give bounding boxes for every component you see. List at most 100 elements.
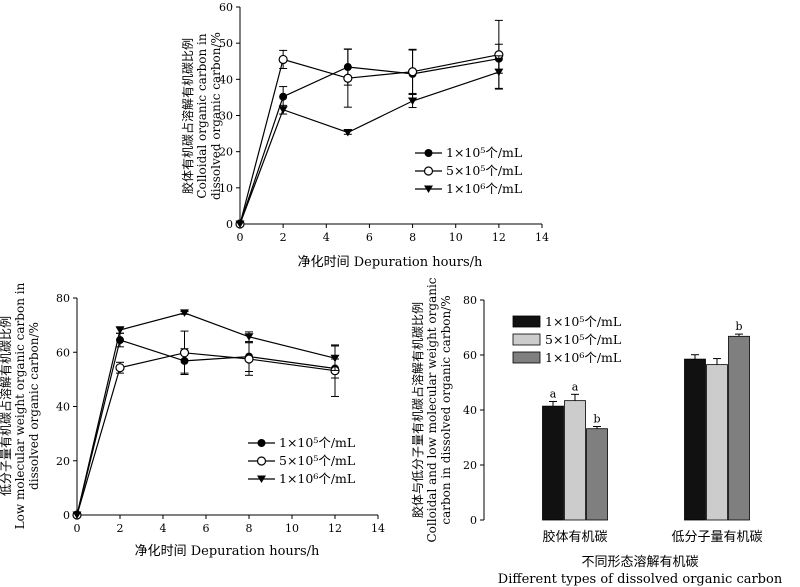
- filled-triangle-marker-icon: [257, 475, 266, 483]
- low-molecular-data-point: [180, 309, 189, 317]
- low-molecular-x-tick-label: 2: [117, 522, 124, 535]
- bar-y-tick-label: 40: [463, 404, 477, 417]
- colloidal-series-2: [235, 19, 504, 229]
- colloidal-x-tick-label: 4: [323, 231, 330, 244]
- colloidal-x-tick-label: 0: [237, 231, 244, 244]
- significance-letter: b: [593, 413, 600, 426]
- legend-item-1e6: 1×10⁶个/mL: [415, 181, 522, 196]
- colloidal-y-tick-label: 30: [219, 110, 233, 123]
- bar: [586, 428, 608, 521]
- bar-y-label-line-3: carbon in dissolved organic carbon/%: [439, 295, 453, 524]
- colloidal-series-line: [239, 58, 500, 225]
- colloidal-y-label-line-3: dissolved organic carbon/%: [209, 32, 223, 200]
- legend-label-1e6: 1×10⁶个/mL: [545, 350, 621, 365]
- bar: [542, 405, 564, 521]
- legend-label-5e5: 5×10⁵个/mL: [446, 163, 522, 178]
- legend-label-1e5: 1×10⁵个/mL: [446, 145, 522, 160]
- low-molecular-legend: 1×10⁵个/mL 5×10⁵个/mL 1×10⁶个/mL: [248, 435, 355, 486]
- bar: [728, 335, 750, 521]
- legend-item-5e5: 5×10⁵个/mL: [512, 332, 621, 347]
- low-molecular-data-point: [115, 363, 125, 373]
- bar-y-label-line-2: Colloidal and low molecular weight organ…: [425, 277, 439, 542]
- legend-label-5e5: 5×10⁵个/mL: [279, 453, 355, 468]
- colloidal-y-tick-label: 60: [219, 1, 233, 14]
- low-molecular-x-tick-label: 8: [246, 522, 253, 535]
- colloidal-data-point: [343, 73, 353, 83]
- category-label: 胶体有机碳: [542, 529, 607, 545]
- legend-item-1e5: 1×10⁵个/mL: [512, 314, 621, 329]
- low-molecular-y-tick-label: 60: [56, 346, 70, 359]
- colloidal-x-tick-label: 10: [449, 231, 463, 244]
- low-molecular-y-tick-label: 40: [56, 401, 70, 414]
- legend-label-1e6: 1×10⁶个/mL: [279, 471, 355, 486]
- filled-circle-marker-icon: [257, 439, 266, 447]
- colloidal-y-axis-label: 胶体有机碳占溶解有机碳比例 Colloidal organic carbon i…: [180, 32, 223, 200]
- bar-group-1: a a b 胶体有机碳: [542, 380, 608, 545]
- legend-item-1e5: 1×10⁵个/mL: [248, 435, 355, 450]
- legend-item-1e5: 1×10⁵个/mL: [415, 145, 522, 160]
- legend-swatch-dark-gray: [512, 351, 541, 364]
- bar-y-label-line-1: 胶体与低分子量有机碳占溶解有机碳比例: [410, 302, 425, 518]
- colloidal-series-3: [235, 55, 504, 228]
- bar: [564, 400, 586, 521]
- low-molecular-line-chart: 低分子量有机碳占溶解有机碳比例 Low molecular weight org…: [0, 282, 385, 559]
- colloidal-x-tick-label: 6: [366, 231, 373, 244]
- dissolved-organic-carbon-bar-chart: 胶体与低分子量有机碳占溶解有机碳比例 Colloidal and low mol…: [410, 277, 783, 587]
- significance-letter: a: [550, 387, 557, 400]
- low-molecular-x-tick-label: 4: [160, 522, 167, 535]
- low-molecular-data-point: [330, 354, 340, 363]
- legend-label-1e5: 1×10⁵个/mL: [279, 435, 355, 450]
- bar-group-2: b 低分子量有机碳: [671, 320, 762, 545]
- legend-label-1e5: 1×10⁵个/mL: [545, 314, 621, 329]
- low-molecular-y-tick-label: 80: [56, 292, 70, 305]
- legend-swatch-black: [512, 315, 541, 328]
- colloidal-y-tick-label: 0: [226, 218, 233, 231]
- bar-x-axis-label-zh: 不同形态溶解有机碳: [581, 555, 698, 570]
- colloidal-y-tick-label: 20: [219, 146, 233, 159]
- legend-item-1e6: 1×10⁶个/mL: [248, 471, 355, 486]
- colloidal-y-tick-label: 50: [219, 37, 233, 50]
- colloidal-legend: 1×10⁵个/mL 5×10⁵个/mL 1×10⁶个/mL: [415, 145, 522, 196]
- colloidal-x-tick-label: 14: [535, 231, 549, 244]
- significance-letter: b: [735, 320, 742, 333]
- colloidal-y-tick-label: 10: [219, 182, 233, 195]
- colloidal-data-point: [278, 106, 288, 114]
- bar: [706, 364, 728, 521]
- legend-item-1e6: 1×10⁶个/mL: [512, 350, 621, 365]
- bar-y-tick-label: 20: [463, 459, 477, 472]
- category-label: 低分子量有机碳: [671, 530, 762, 545]
- legend-item-5e5: 5×10⁵个/mL: [248, 453, 355, 468]
- low-molecular-y-tick-label: 0: [63, 509, 70, 522]
- colloidal-x-tick-label: 12: [492, 231, 506, 244]
- significance-letter: a: [572, 380, 579, 393]
- low-molecular-x-tick-label: 0: [74, 522, 81, 535]
- bar-y-tick-label: 80: [463, 294, 477, 307]
- low-molecular-series-line: [76, 352, 336, 516]
- low-molecular-x-axis-label: 净化时间 Depuration hours/h: [135, 544, 320, 559]
- colloidal-data-point: [408, 97, 418, 106]
- low-molecular-y-axis-label: 低分子量有机碳占溶解有机碳比例 Low molecular weight org…: [0, 282, 41, 529]
- open-circle-marker-icon: [423, 166, 434, 176]
- low-molecular-data-point: [72, 511, 82, 519]
- filled-circle-marker-icon: [424, 149, 433, 157]
- low-molecular-series-3: [72, 309, 340, 519]
- colloidal-x-tick-label: 2: [280, 231, 287, 244]
- low-molecular-x-tick-label: 10: [285, 522, 299, 535]
- legend-label-5e5: 5×10⁵个/mL: [545, 332, 621, 347]
- open-circle-marker-icon: [256, 456, 267, 466]
- low-molecular-data-point: [244, 354, 254, 364]
- colloidal-data-point: [407, 67, 418, 77]
- colloidal-y-label-line-2: Colloidal organic carbon in: [195, 33, 209, 198]
- filled-triangle-marker-icon: [424, 185, 433, 193]
- colloidal-series-line: [239, 54, 500, 225]
- low-molecular-x-tick-label: 6: [203, 522, 210, 535]
- low-molecular-y-tick-label: 20: [56, 455, 70, 468]
- colloidal-y-label-line-1: 胶体有机碳占溶解有机碳比例: [180, 38, 195, 194]
- colloidal-data-point: [278, 54, 288, 65]
- low-molecular-y-label-line-2: Low molecular weight organic carbon in: [13, 282, 27, 529]
- bar-x-axis-label-en: Different types of dissolved organic car…: [498, 572, 783, 587]
- colloidal-series-1: [236, 43, 503, 228]
- low-molecular-data-point: [115, 326, 125, 335]
- colloidal-line-chart: 胶体有机碳占溶解有机碳比例 Colloidal organic carbon i…: [180, 1, 549, 270]
